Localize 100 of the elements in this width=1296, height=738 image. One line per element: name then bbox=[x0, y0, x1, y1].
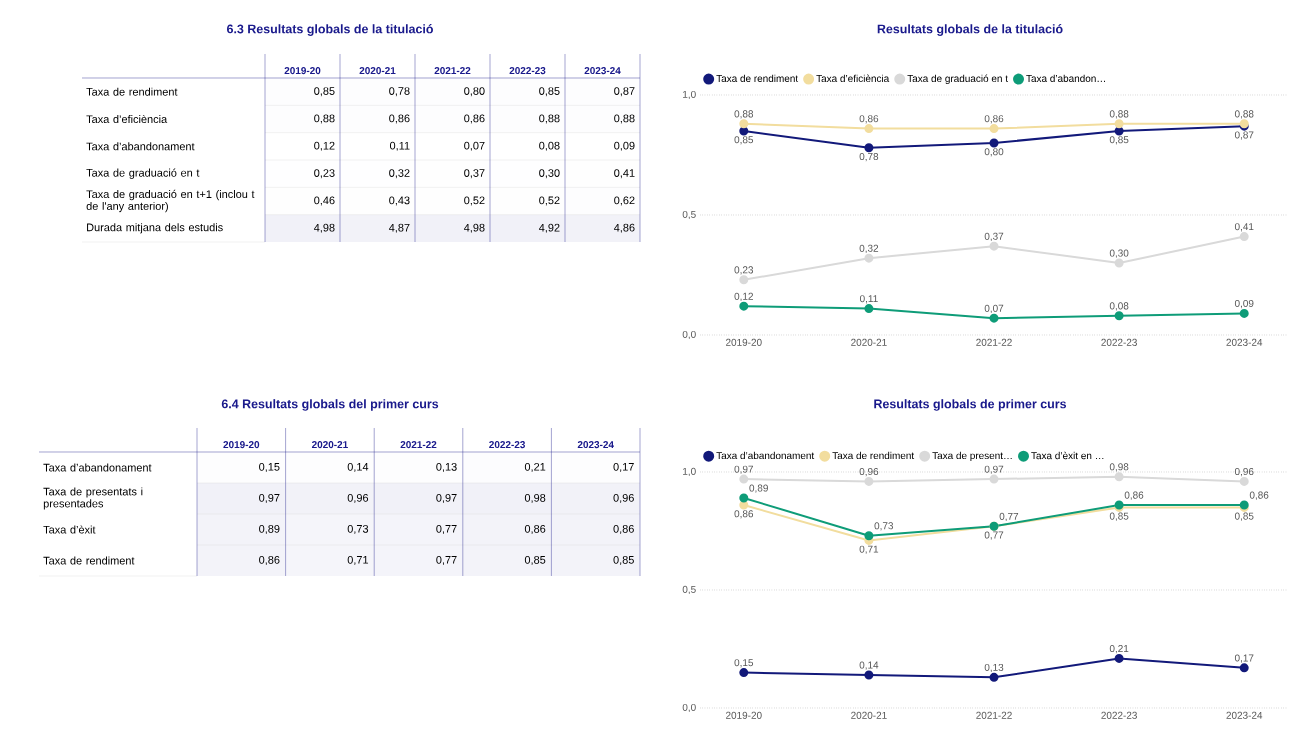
data-label: 0,14 bbox=[347, 462, 369, 473]
data-label: 0,85 bbox=[1234, 512, 1254, 521]
chart-title: Resultats globals de la titulació bbox=[877, 24, 1063, 36]
data-label: 0,23 bbox=[734, 266, 754, 275]
data-label: 0,87 bbox=[614, 87, 635, 97]
y-tick-label: 0,0 bbox=[682, 703, 696, 713]
data-label: 0,96 bbox=[859, 468, 879, 477]
data-label: 0,87 bbox=[1234, 131, 1254, 140]
data-label: 0,88 bbox=[1234, 110, 1254, 119]
x-tick-label: 2020-21 bbox=[359, 67, 396, 75]
y-tick-label: 0,0 bbox=[682, 330, 696, 340]
data-label: 0,86 bbox=[734, 510, 754, 519]
data-label: 0,21 bbox=[1109, 645, 1129, 654]
y-tick-label: Taxa de rendiment bbox=[43, 556, 135, 565]
data-label: 0,77 bbox=[436, 555, 457, 566]
x-tick-label: 2023-24 bbox=[584, 67, 621, 75]
data-label: 0,12 bbox=[314, 141, 335, 151]
x-tick-label: 2020-21 bbox=[311, 441, 348, 449]
chart-title: 6.4 Resultats globals del primer curs bbox=[221, 399, 439, 411]
data-label: 0,15 bbox=[734, 659, 754, 668]
data-label: 0,96 bbox=[1234, 468, 1254, 477]
data-label: 0,89 bbox=[749, 484, 768, 493]
y-tick-label: 1,0 bbox=[683, 90, 696, 100]
y-tick-label: Taxa d’abandonament bbox=[86, 142, 195, 151]
data-label: 0,86 bbox=[524, 524, 546, 535]
data-label: 4,98 bbox=[463, 223, 485, 233]
data-label: 0,86 bbox=[1249, 491, 1269, 500]
x-tick-label: 2022-23 bbox=[509, 67, 546, 75]
data-label: 0,98 bbox=[1109, 463, 1129, 472]
y-tick-label: Taxa de rendiment bbox=[86, 87, 178, 96]
data-label: 0,46 bbox=[314, 196, 335, 206]
data-label: 0,86 bbox=[1124, 491, 1144, 500]
x-tick-label: 2022-23 bbox=[1101, 711, 1137, 719]
data-label: 0,85 bbox=[314, 87, 335, 97]
y-tick-label: Taxa de presentats i presentades bbox=[43, 487, 143, 510]
y-tick-label: 1,0 bbox=[683, 467, 696, 477]
data-label: 0,09 bbox=[1234, 299, 1254, 309]
x-tick-label: 2020-21 bbox=[851, 338, 887, 346]
x-tick-label: 2020-21 bbox=[851, 711, 887, 719]
data-label: 0,52 bbox=[464, 196, 485, 206]
data-label: 0,07 bbox=[984, 304, 1004, 313]
x-tick-label: 2023-24 bbox=[577, 441, 614, 449]
data-label: 0,97 bbox=[436, 493, 457, 504]
x-tick-label: 2023-24 bbox=[1226, 711, 1263, 719]
data-label: 0,52 bbox=[539, 196, 560, 206]
data-label: 0,37 bbox=[984, 232, 1004, 241]
data-label: 0,85 bbox=[734, 136, 754, 145]
data-label: 0,71 bbox=[859, 545, 879, 554]
data-label: 0,08 bbox=[1109, 302, 1129, 311]
data-label: 0,77 bbox=[984, 531, 1004, 540]
data-label: 0,85 bbox=[613, 555, 634, 566]
data-label: 4,98 bbox=[313, 223, 335, 233]
data-label: 0,96 bbox=[347, 493, 369, 504]
x-tick-label: 2022-23 bbox=[489, 441, 526, 449]
data-label: 0,32 bbox=[389, 169, 410, 179]
legend-label: Taxa d’èxit en … bbox=[1031, 451, 1104, 460]
data-label: 0,89 bbox=[259, 524, 280, 535]
data-label: 0,88 bbox=[314, 114, 335, 124]
data-label: 0,71 bbox=[347, 555, 369, 566]
data-label: 0,86 bbox=[259, 555, 280, 566]
x-tick-label: 2019-20 bbox=[223, 441, 260, 449]
data-label: 4,92 bbox=[538, 223, 560, 233]
data-label: 0,96 bbox=[613, 493, 634, 504]
y-tick-label: Taxa d’abandonament bbox=[43, 463, 152, 472]
data-label: 0,88 bbox=[539, 114, 560, 124]
data-label: 0,88 bbox=[1109, 110, 1129, 119]
data-label: 0,07 bbox=[464, 141, 485, 151]
data-label: 0,37 bbox=[464, 169, 485, 179]
data-label: 0,85 bbox=[524, 555, 546, 566]
data-label: 4,87 bbox=[388, 223, 410, 233]
legend-label: Taxa d’abandonament bbox=[716, 451, 815, 460]
data-label: 0,62 bbox=[614, 196, 635, 206]
data-label: 0,80 bbox=[464, 87, 485, 97]
data-label: 0,43 bbox=[389, 196, 410, 206]
data-label: 0,09 bbox=[614, 141, 635, 151]
data-label: 0,77 bbox=[999, 512, 1019, 522]
y-tick-label: Taxa d’èxit bbox=[43, 525, 96, 534]
data-label: 0,30 bbox=[1109, 249, 1129, 258]
x-tick-label: 2021-22 bbox=[976, 711, 1012, 719]
data-label: 0,85 bbox=[539, 87, 560, 97]
data-label: 0,73 bbox=[347, 524, 369, 535]
legend-label: Taxa d’abandon… bbox=[1026, 74, 1105, 82]
data-label: 0,12 bbox=[734, 292, 753, 301]
x-tick-label: 2023-24 bbox=[1226, 338, 1263, 346]
y-tick-label: 0,5 bbox=[682, 210, 696, 220]
data-label: 0,85 bbox=[1109, 136, 1129, 145]
data-label: 0,86 bbox=[464, 114, 485, 124]
data-label: 0,08 bbox=[539, 141, 560, 151]
y-tick-label: Taxa d’eficiència bbox=[86, 114, 168, 124]
data-label: 0,86 bbox=[984, 115, 1004, 124]
legend-label: Taxa d’eficiència bbox=[816, 74, 890, 83]
data-label: 0,21 bbox=[524, 462, 546, 473]
data-label: 0,13 bbox=[984, 663, 1004, 673]
data-label: 0,86 bbox=[613, 524, 634, 535]
data-label: 0,17 bbox=[613, 462, 634, 473]
data-label: 0,97 bbox=[259, 493, 280, 504]
legend-label: Taxa de graduació en t bbox=[907, 74, 1008, 85]
y-tick-label: 0,5 bbox=[682, 585, 696, 595]
data-label: 0,13 bbox=[436, 462, 457, 473]
legend-label: Taxa de rendiment bbox=[832, 451, 915, 460]
